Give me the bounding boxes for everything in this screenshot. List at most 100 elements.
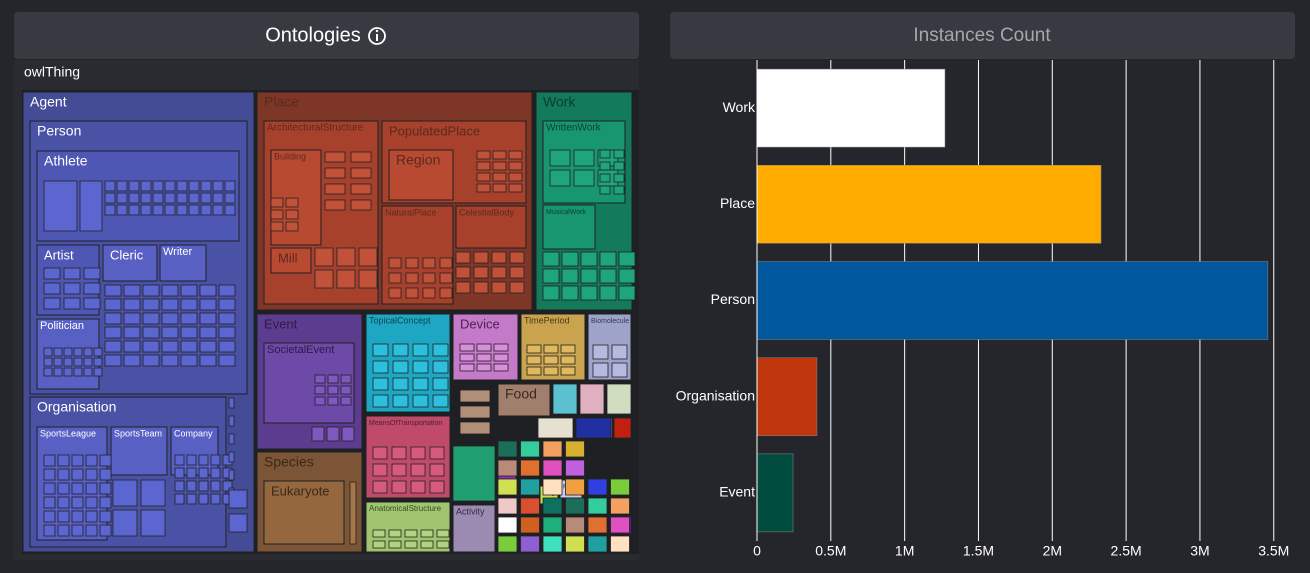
treemap-leaf (476, 183, 491, 193)
treemap-leaf (83, 282, 101, 295)
treemap-leaf (85, 524, 98, 537)
treemap-leaf (104, 298, 122, 311)
treemap-leaf (218, 354, 236, 367)
treemap-leaf (199, 284, 217, 297)
treemap-leaf (560, 355, 576, 365)
treemap-leaf (43, 267, 61, 280)
bar (756, 357, 818, 436)
treemap-leaf (83, 357, 93, 367)
treemap-leaf (565, 497, 585, 515)
treemap-leaf (372, 446, 388, 460)
treemap-leaf (57, 482, 70, 495)
treemap-leaf (73, 347, 83, 357)
treemap-leaf (73, 357, 83, 367)
treemap-leaf (580, 268, 598, 284)
treemap-leaf (57, 510, 70, 523)
treemap-leaf (161, 340, 179, 353)
treemap-leaf (613, 417, 632, 439)
treemap-leaf (180, 284, 198, 297)
treemap-leaf (222, 480, 233, 492)
treemap-leaf (432, 394, 449, 408)
treemap-leaf (492, 172, 507, 182)
treemap-leaf (473, 251, 489, 264)
treemap-node (542, 204, 596, 250)
treemap-leaf (85, 454, 98, 467)
treemap-leaf (199, 340, 217, 353)
treemap-leaf (492, 150, 507, 160)
bar (756, 453, 794, 533)
treemap-leaf (392, 360, 409, 374)
treemap: Agent Person Athlete Artist Cleric Writer Poli… (22, 91, 636, 553)
treemap-leaf (592, 344, 609, 360)
treemap-label: Food (505, 386, 537, 402)
treemap-leaf (537, 417, 574, 439)
treemap-leaf (224, 204, 236, 216)
info-icon[interactable] (368, 27, 386, 45)
treemap-leaf (509, 281, 525, 294)
treemap-leaf (180, 312, 198, 325)
treemap-leaf (599, 285, 617, 301)
treemap-leaf (422, 287, 436, 299)
treemap-leaf (613, 149, 625, 159)
treemap-leaf (388, 529, 402, 538)
treemap-leaf (53, 347, 63, 357)
right-header (670, 12, 1295, 59)
treemap-leaf (186, 480, 197, 492)
treemap-leaf (140, 192, 152, 204)
treemap-leaf (459, 421, 491, 435)
treemap-label: Writer (163, 246, 192, 258)
treemap-leaf (174, 467, 185, 479)
treemap-leaf (599, 268, 617, 284)
treemap-leaf (429, 446, 445, 460)
treemap-leaf (618, 285, 636, 301)
treemap-leaf (587, 516, 608, 534)
treemap-leaf (565, 516, 585, 534)
treemap-leaf (174, 493, 185, 505)
treemap-leaf (491, 251, 507, 264)
treemap-leaf (199, 354, 217, 367)
treemap-leaf (543, 366, 559, 376)
treemap-leaf (212, 180, 224, 192)
treemap-leaf (336, 247, 356, 267)
treemap-leaf (53, 357, 63, 367)
treemap-label: Agent (30, 94, 67, 110)
treemap-leaf (43, 454, 56, 467)
treemap-leaf (350, 167, 372, 179)
treemap-leaf (43, 180, 78, 232)
treemap-leaf (161, 312, 179, 325)
treemap-leaf (140, 479, 166, 507)
treemap-node (110, 426, 168, 476)
treemap-leaf (565, 535, 585, 553)
treemap-leaf (140, 204, 152, 216)
treemap-leaf (492, 161, 507, 171)
treemap-leaf (285, 221, 299, 232)
treemap-leaf (57, 524, 70, 537)
treemap-leaf (520, 459, 540, 477)
treemap-leaf (43, 282, 61, 295)
treemap-leaf (112, 479, 138, 507)
treemap-leaf (392, 394, 409, 408)
treemap-leaf (161, 326, 179, 339)
treemap-leaf (224, 192, 236, 204)
treemap-leaf (372, 377, 389, 391)
treemap-leaf (270, 209, 284, 220)
treemap-leaf (459, 389, 491, 403)
treemap-leaf (497, 459, 518, 477)
treemap-leaf (85, 496, 98, 509)
bar-chart: 0 0.5M 1M 1.5M 2M 2.5M 3M 3.5M Work Place Person Or… (676, 60, 1289, 559)
treemap-label: WrittenWork (546, 123, 602, 134)
treemap-node (388, 149, 454, 201)
treemap-leaf (228, 415, 235, 427)
treemap-leaf (476, 343, 492, 352)
treemap-leaf (43, 482, 56, 495)
treemap-leaf (432, 360, 449, 374)
treemap-leaf (542, 268, 560, 284)
treemap-leaf (180, 354, 198, 367)
treemap-node (497, 383, 551, 417)
treemap-leaf (459, 405, 491, 419)
treemap-leaf (391, 480, 407, 494)
treemap-leaf (561, 285, 579, 301)
treemap-leaf (429, 480, 445, 494)
left-title: Ontologies (265, 24, 361, 46)
